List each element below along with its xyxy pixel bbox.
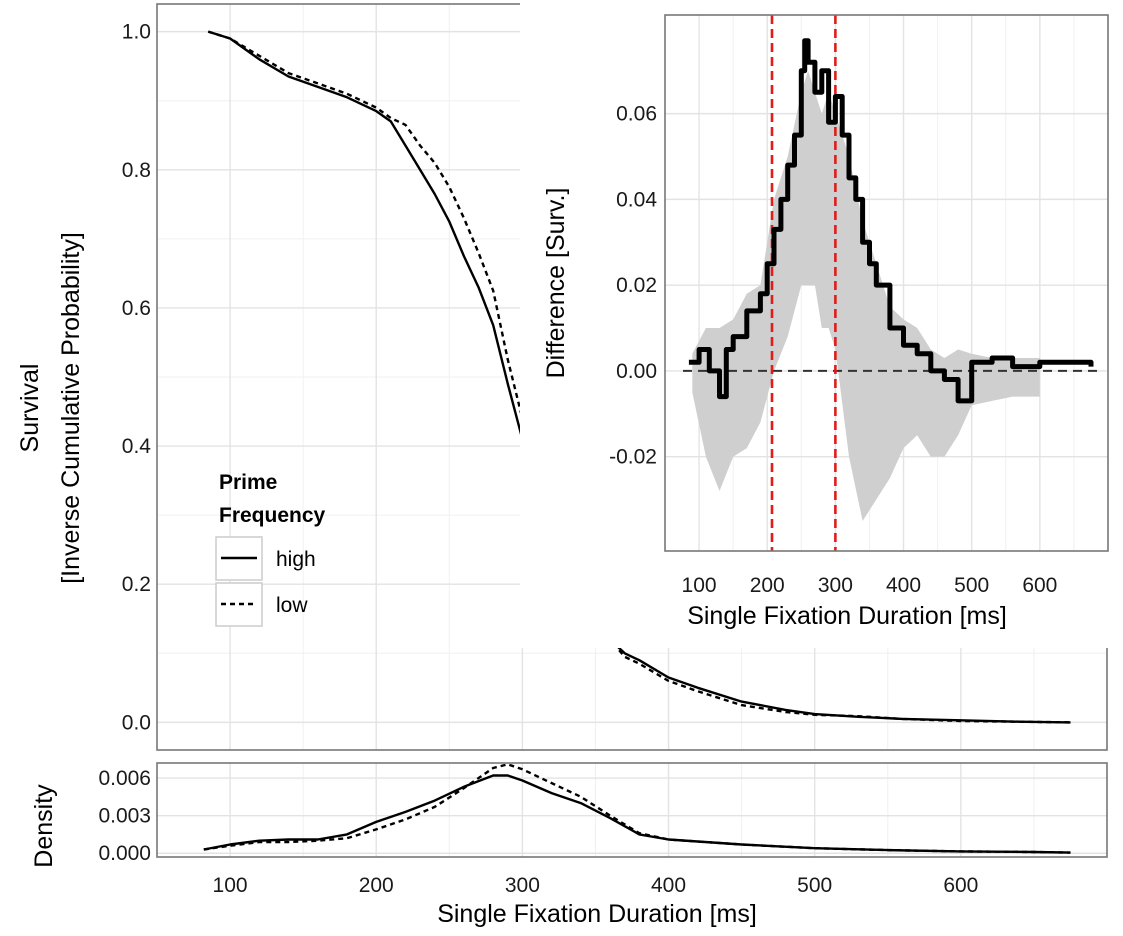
inset-y-tick-label: -0.02 (609, 446, 657, 469)
inset-y-tick-label: 0.02 (616, 274, 657, 297)
survival-y-tick-labels: 0.0 0.2 0.4 0.6 0.8 1.0 (122, 21, 152, 735)
density-line-low (203, 763, 1071, 854)
survival-y-tick-label: 0.4 (122, 435, 152, 458)
survival-y-label-line1: Survival (16, 364, 44, 453)
inset-y-tick-labels: -0.02 0.00 0.02 0.04 0.06 (609, 103, 657, 469)
inset-difference-line (688, 38, 1094, 404)
inset-y-tick-label: 0.00 (616, 360, 657, 383)
inset-y-label: Difference [Surv.] (542, 188, 570, 379)
density-y-tick-labels: 0.000 0.003 0.006 (98, 767, 151, 865)
density-panel-border (156, 762, 1108, 858)
density-x-tick-label: 200 (359, 874, 394, 897)
density-x-tick-label: 100 (213, 874, 248, 897)
inset-line-difference (688, 38, 1094, 404)
density-x-tick-label: 300 (505, 874, 540, 897)
density-line-high (203, 774, 1071, 854)
survival-y-tick-label: 0.6 (122, 297, 151, 320)
inset-x-tick-label: 300 (818, 574, 853, 597)
density-y-tick-label: 0.003 (98, 805, 151, 828)
density-y-tick-label: 0.000 (98, 842, 151, 865)
inset-band-area (692, 70, 1040, 521)
density-x-tick-label: 400 (651, 874, 686, 897)
legend-entry-high: high (276, 548, 316, 571)
legend-title-line1: Prime (219, 471, 277, 494)
survival-y-tick-label: 0.0 (122, 711, 151, 734)
inset-x-tick-label: 100 (682, 574, 717, 597)
inset-y-tick-label: 0.06 (616, 103, 657, 126)
difference-inset-panel: -0.02 0.00 0.02 0.04 0.06 100 200 300 400 500 600… (520, 0, 1120, 648)
density-x-label: Single Fixation Duration [ms] (437, 900, 757, 928)
survival-y-tick-label: 0.8 (122, 159, 151, 182)
density-y-label: Density (30, 784, 58, 868)
density-panel: 0.000 0.003 0.006 100 200 300 400 500 600 Densi… (30, 762, 1108, 928)
survival-y-tick-label: 1.0 (122, 21, 151, 44)
inset-x-tick-labels: 100 200 300 400 500 600 (682, 574, 1058, 597)
legend: Prime Frequency high low (215, 471, 326, 627)
inset-x-label: Single Fixation Duration [ms] (687, 602, 1007, 630)
inset-y-tick-label: 0.04 (616, 188, 657, 211)
density-x-tick-label: 600 (943, 874, 978, 897)
density-x-tick-labels: 100 200 300 400 500 600 (213, 874, 979, 897)
inset-x-tick-label: 500 (954, 574, 989, 597)
inset-x-tick-label: 200 (750, 574, 785, 597)
inset-panel-border (664, 14, 1109, 552)
survival-y-tick-label: 0.2 (122, 573, 151, 596)
density-series-lines (203, 763, 1071, 854)
survival-y-label-line2: [Inverse Cumulative Probability] (57, 232, 85, 584)
inset-x-tick-label: 600 (1022, 574, 1057, 597)
legend-title-line2: Frequency (219, 504, 326, 527)
density-y-tick-label: 0.006 (98, 767, 151, 790)
density-x-tick-label: 500 (797, 874, 832, 897)
inset-background (520, 0, 1120, 648)
density-gridlines (157, 763, 1107, 857)
legend-entry-low: low (276, 594, 308, 617)
inset-confidence-band (692, 70, 1040, 521)
inset-x-tick-label: 400 (886, 574, 921, 597)
